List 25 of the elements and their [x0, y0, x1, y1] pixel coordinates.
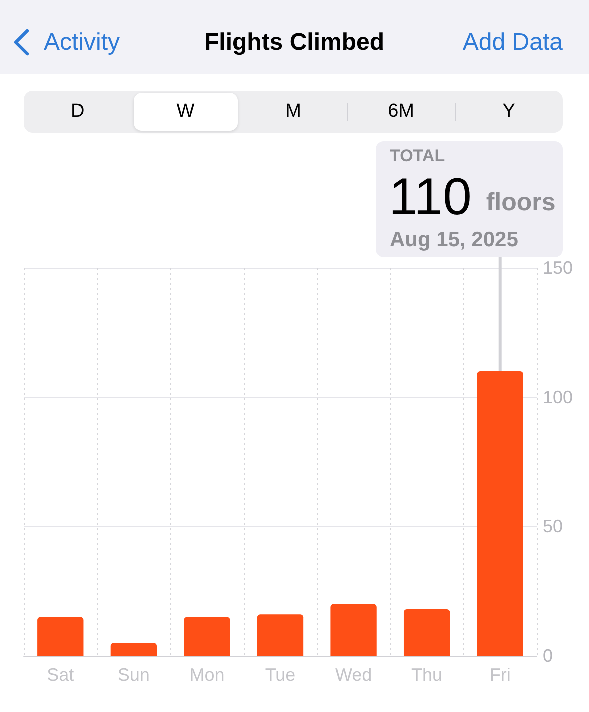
- bar: [184, 617, 230, 656]
- x-tick-label: Sat: [47, 665, 74, 685]
- y-tick-label: 150: [543, 258, 574, 278]
- y-tick-label: 0: [543, 646, 554, 666]
- y-tick-label: 50: [543, 516, 564, 537]
- chart-title: Flights Climbed: [204, 29, 386, 57]
- text: Activity: [44, 29, 120, 57]
- x-tick-label: Tue: [265, 665, 296, 685]
- annotation: 110 floors: [389, 168, 556, 226]
- x-tick-label: Sun: [118, 665, 150, 685]
- x-tick-label: Mon: [190, 665, 225, 685]
- bar: [477, 371, 524, 656]
- text: Aug 15, 2025: [390, 228, 519, 252]
- y-tick-label: 100: [543, 387, 574, 408]
- bar: [110, 643, 158, 656]
- segmented-control: D W M 6M Y: [24, 91, 563, 133]
- bar: [38, 617, 84, 656]
- bar: [330, 604, 377, 656]
- bar: [404, 609, 450, 656]
- text: Add Data: [462, 29, 563, 57]
- bar: [257, 614, 304, 656]
- x-tick-label: Wed: [335, 665, 372, 685]
- x-tick-label: Thu: [412, 665, 443, 685]
- x-tick-label: Fri: [490, 665, 511, 685]
- text: TOTAL: [390, 146, 446, 166]
